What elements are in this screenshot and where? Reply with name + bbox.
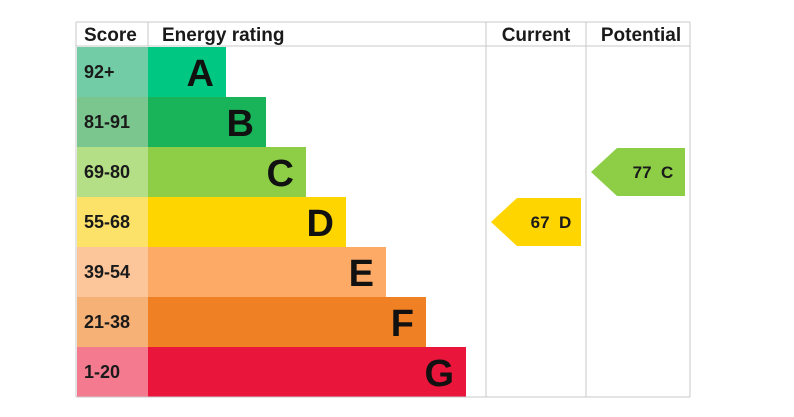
header-potential: Potential bbox=[601, 25, 681, 46]
current-rating-label: 67 D bbox=[531, 213, 572, 232]
header-energy-rating: Energy rating bbox=[162, 25, 284, 46]
rating-bar-c bbox=[148, 147, 306, 197]
rating-letter-e: E bbox=[349, 253, 374, 295]
score-cell-c bbox=[77, 147, 148, 197]
score-cell-b bbox=[77, 97, 148, 147]
score-label-a: 92+ bbox=[84, 62, 115, 82]
rating-letter-b: B bbox=[227, 103, 254, 145]
score-label-g: 1-20 bbox=[84, 362, 120, 382]
score-cell-f bbox=[77, 297, 148, 347]
rating-bar-b bbox=[148, 97, 266, 147]
rating-letter-a: A bbox=[187, 53, 214, 95]
score-cell-e bbox=[77, 247, 148, 297]
score-label-d: 55-68 bbox=[84, 212, 130, 232]
rating-letter-c: C bbox=[267, 153, 294, 195]
score-cell-d bbox=[77, 197, 148, 247]
header-score: Score bbox=[84, 25, 137, 46]
score-label-f: 21-38 bbox=[84, 312, 130, 332]
score-label-c: 69-80 bbox=[84, 162, 130, 182]
rating-letter-d: D bbox=[307, 203, 334, 245]
score-cell-a bbox=[77, 47, 148, 97]
rating-letter-f: F bbox=[391, 303, 414, 345]
score-label-b: 81-91 bbox=[84, 112, 130, 132]
score-cell-g bbox=[77, 347, 148, 397]
potential-rating-label: 77 C bbox=[633, 163, 674, 182]
rating-bar-e bbox=[148, 247, 386, 297]
rating-bar-d bbox=[148, 197, 346, 247]
score-label-e: 39-54 bbox=[84, 262, 130, 282]
current-arrow bbox=[491, 198, 581, 246]
potential-arrow bbox=[591, 148, 685, 196]
header-current: Current bbox=[502, 25, 571, 46]
rating-bar-a bbox=[148, 47, 226, 97]
rating-letter-g: G bbox=[424, 353, 454, 395]
rating-bar-g bbox=[148, 347, 466, 397]
rating-bar-f bbox=[148, 297, 426, 347]
